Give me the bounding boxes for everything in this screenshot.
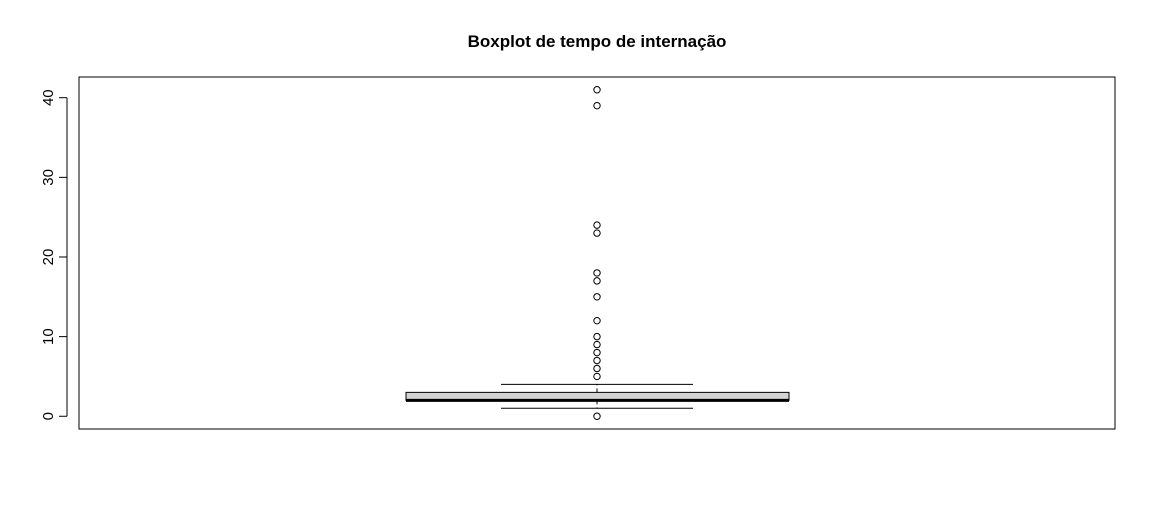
- y-tick-label: 40: [40, 89, 57, 106]
- plot-frame: [78, 76, 1116, 430]
- outlier-point: [593, 372, 601, 381]
- outlier-point: [593, 293, 601, 301]
- outlier-point: [593, 332, 601, 341]
- outlier-point: [593, 229, 601, 237]
- outlier-point: [593, 269, 601, 277]
- y-axis: 0 10 20 30 40: [40, 89, 68, 420]
- outlier-point: [593, 86, 601, 94]
- y-tick-label: 10: [40, 328, 57, 345]
- y-tick-label: 30: [40, 169, 57, 186]
- y-tick-label: 20: [40, 249, 57, 266]
- outlier-point: [593, 316, 601, 325]
- box-group: [405, 383, 790, 409]
- outlier-point: [593, 101, 601, 110]
- outlier-point: [593, 356, 601, 365]
- outlier-point: [593, 340, 601, 349]
- outlier-point: [593, 364, 601, 373]
- outlier-point: [593, 221, 601, 229]
- outlier-group: [593, 86, 601, 420]
- y-tick-label: 0: [40, 412, 57, 420]
- outlier-point: [593, 277, 601, 285]
- outlier-point: [593, 412, 601, 420]
- chart-title: Boxplot de tempo de internação: [468, 32, 727, 51]
- outlier-point: [593, 348, 601, 357]
